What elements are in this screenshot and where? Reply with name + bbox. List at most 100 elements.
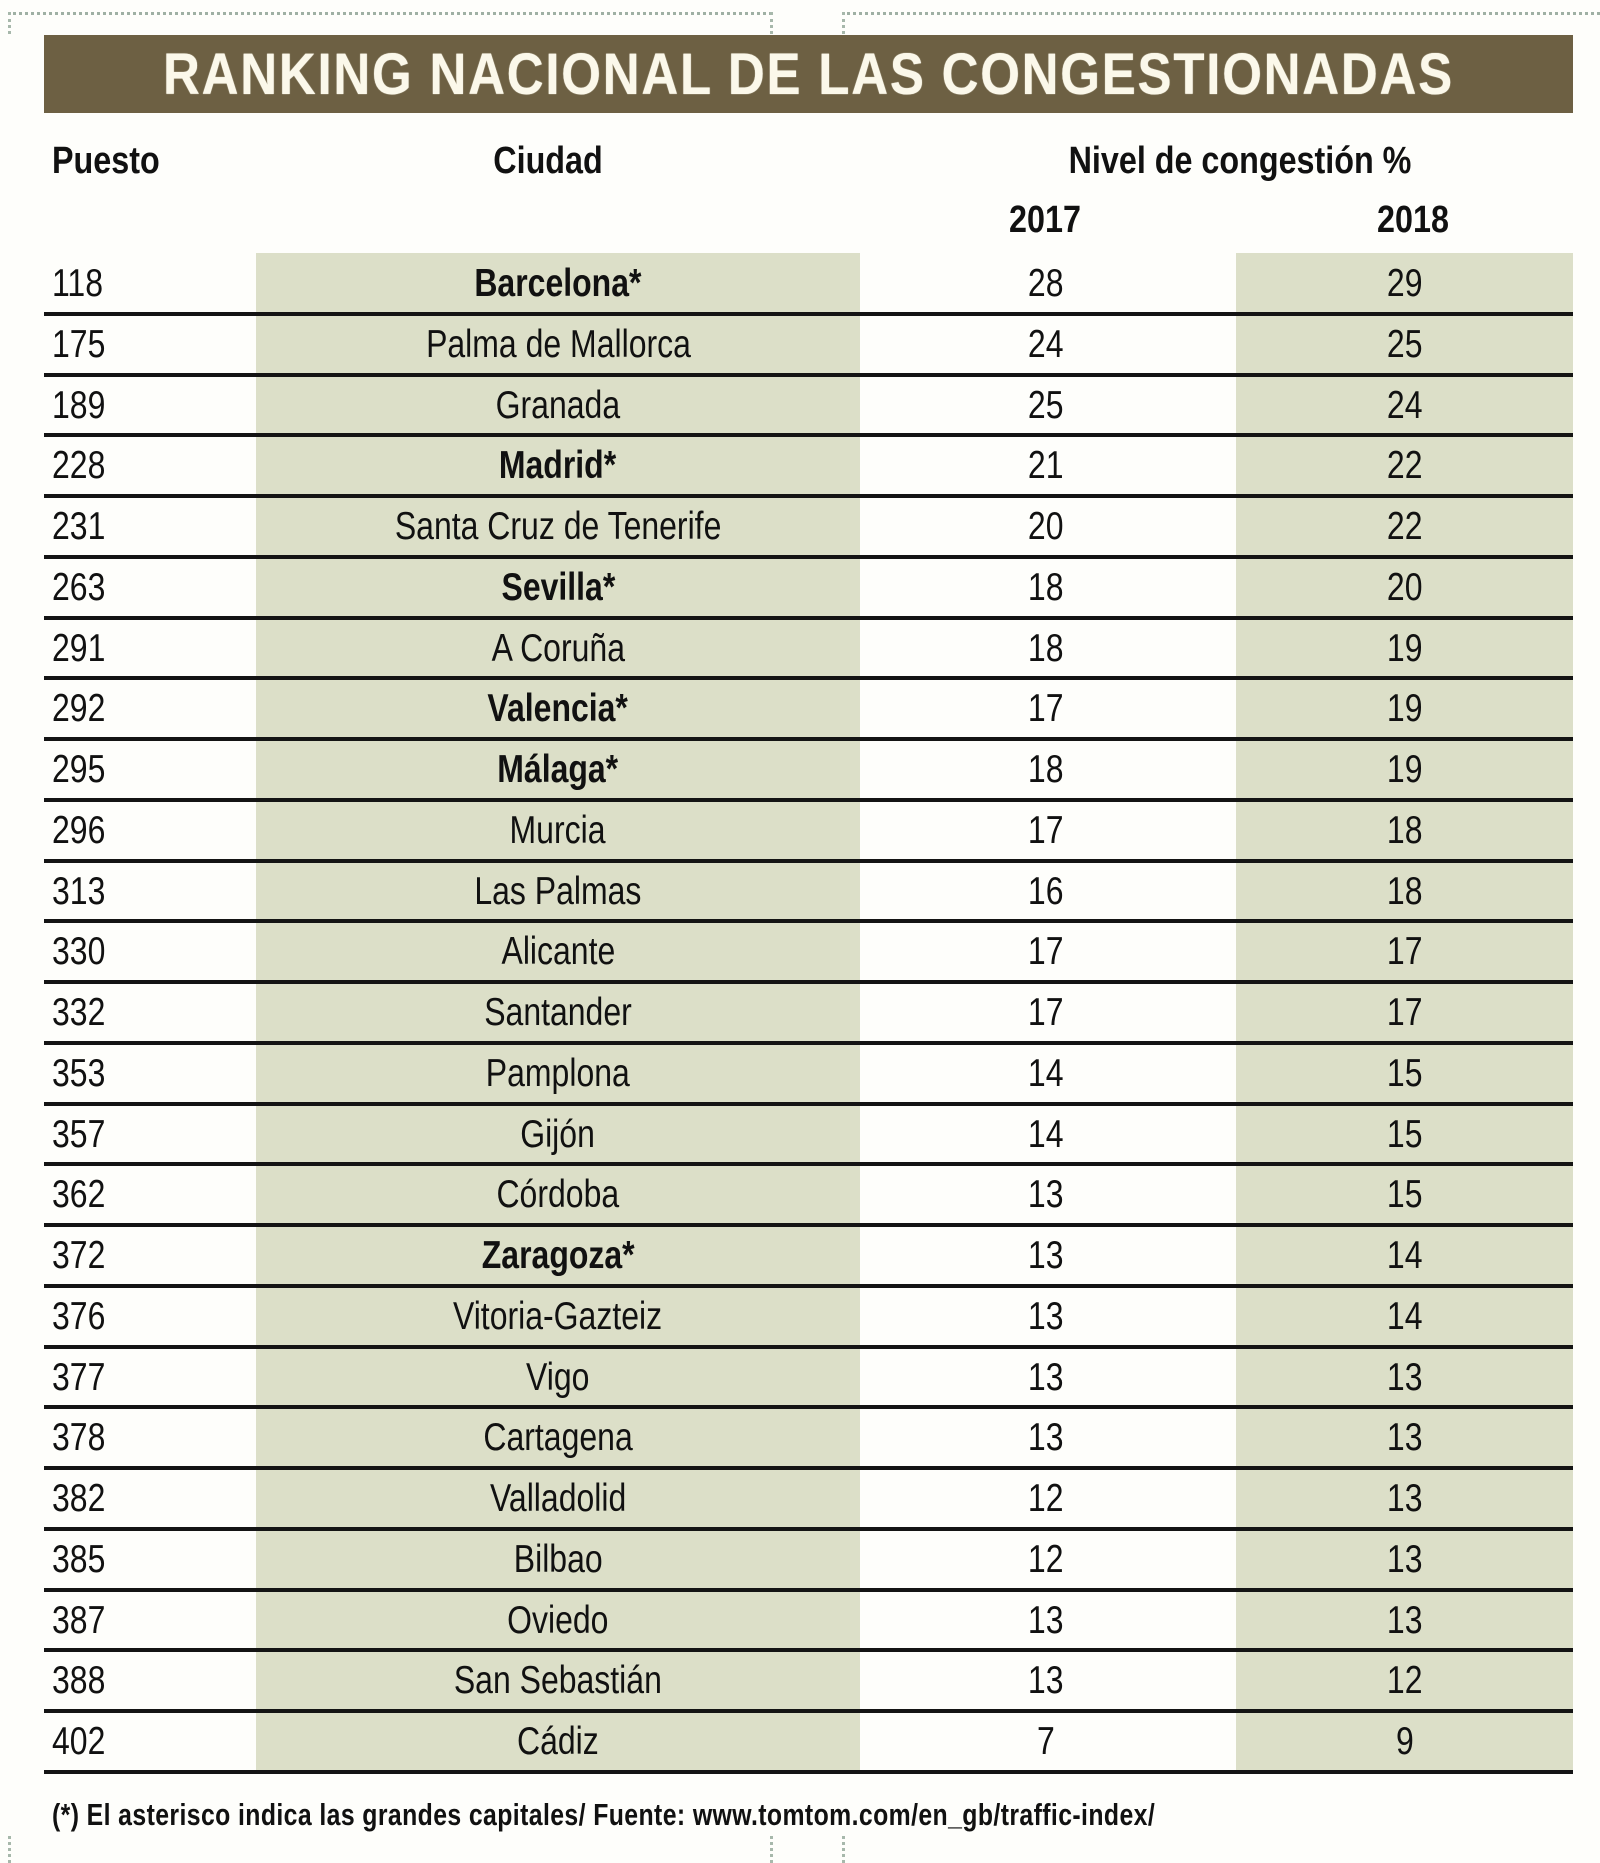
y2017-text: 28: [1027, 262, 1064, 305]
y2018-text: 15: [1386, 1051, 1423, 1095]
table-row: 263 Sevilla* 18 20: [44, 557, 1573, 618]
value-2018-cell: 17: [1236, 921, 1573, 981]
value-2017-cell: 12: [944, 1529, 1147, 1589]
y2018-text: 15: [1386, 1112, 1423, 1156]
table-row: 291 A Coruña 18 19: [44, 618, 1573, 679]
row-divider: [44, 1466, 1573, 1470]
value-2017-cell: 24: [944, 314, 1147, 374]
value-2017-cell: 21: [944, 435, 1147, 495]
rank-cell: 313: [52, 861, 172, 921]
rank-text: 189: [52, 383, 106, 427]
row-divider: [44, 372, 1573, 377]
city-cell: Valladolid: [256, 1468, 860, 1528]
y2018-text: 22: [1386, 505, 1423, 548]
city-text: Santa Cruz de Tenerife: [394, 505, 722, 548]
value-2017-cell: 13: [944, 1225, 1147, 1285]
value-2017-cell: 13: [944, 1164, 1147, 1224]
city-text: Oviedo: [507, 1598, 609, 1642]
row-divider: [44, 1283, 1573, 1288]
row-divider: [44, 1769, 1573, 1774]
rank-cell: 292: [52, 678, 172, 738]
rank-cell: 388: [52, 1650, 172, 1710]
city-cell: Bilbao: [256, 1529, 860, 1589]
table-row: 295 Málaga* 18 19: [44, 739, 1573, 800]
table-row: 175 Palma de Mallorca 24 25: [44, 314, 1573, 375]
value-2018-cell: 24: [1236, 375, 1573, 435]
table-row: 382 Valladolid 12 13: [44, 1468, 1573, 1529]
city-text: Cartagena: [483, 1416, 633, 1460]
city-text: Granada: [495, 383, 621, 427]
y2018-text: 19: [1386, 626, 1423, 670]
value-2017-cell: 18: [944, 557, 1147, 617]
table-row: 388 San Sebastián 13 12: [44, 1650, 1573, 1711]
table-row: 362 Córdoba 13 15: [44, 1164, 1573, 1225]
guide-tick: [8, 12, 11, 34]
rank-text: 313: [52, 869, 106, 913]
y2017-text: 21: [1027, 444, 1064, 488]
city-text: Gijón: [520, 1112, 596, 1156]
y2018-text: 25: [1386, 322, 1423, 366]
value-2018-cell: 18: [1236, 800, 1573, 860]
rank-cell: 118: [52, 253, 172, 313]
table-row: 330 Alicante 17 17: [44, 921, 1573, 982]
footnote-source: (*) El asterisco indica las grandes capi…: [52, 1797, 1156, 1832]
value-2017-cell: 18: [944, 618, 1147, 678]
row-divider: [44, 797, 1573, 802]
row-divider: [44, 1709, 1573, 1713]
table-row: 118 Barcelona* 28 29: [44, 253, 1573, 314]
table-row: 228 Madrid* 21 22: [44, 435, 1573, 496]
y2017-text: 18: [1027, 565, 1064, 609]
city-cell: Vigo: [256, 1347, 860, 1407]
value-2017-cell: 16: [944, 861, 1147, 921]
table-row: 292 Valencia* 17 19: [44, 678, 1573, 739]
city-cell: Córdoba: [256, 1164, 860, 1224]
value-2018-cell: 13: [1236, 1347, 1573, 1407]
header-2017: 2017: [1009, 199, 1081, 241]
y2018-text: 29: [1386, 262, 1423, 305]
value-2017-cell: 13: [944, 1407, 1147, 1467]
table-row: 231 Santa Cruz de Tenerife 20 22: [44, 496, 1573, 557]
rank-cell: 231: [52, 496, 172, 556]
y2018-text: 20: [1386, 565, 1423, 609]
y2018-text: 13: [1386, 1416, 1423, 1460]
rank-text: 382: [52, 1477, 106, 1520]
value-2018-cell: 15: [1236, 1164, 1573, 1224]
value-2018-cell: 13: [1236, 1590, 1573, 1650]
city-text: Cádiz: [517, 1720, 599, 1763]
rank-text: 362: [52, 1173, 106, 1217]
rank-text: 402: [52, 1720, 106, 1763]
value-2018-cell: 20: [1236, 557, 1573, 617]
row-divider: [44, 858, 1573, 863]
city-text: Sevilla*: [501, 565, 615, 609]
top-guide-left: [8, 12, 772, 15]
row-divider: [44, 311, 1573, 316]
rank-cell: 189: [52, 375, 172, 435]
rank-text: 378: [52, 1416, 106, 1460]
rank-text: 353: [52, 1051, 106, 1095]
city-text: Pamplona: [485, 1051, 631, 1095]
table-row: 357 Gijón 14 15: [44, 1104, 1573, 1165]
city-text: A Coruña: [491, 626, 625, 670]
rank-cell: 372: [52, 1225, 172, 1285]
table-row: 313 Las Palmas 16 18: [44, 861, 1573, 922]
guide-tick: [770, 12, 773, 34]
top-guide-right: [842, 12, 1600, 15]
rank-cell: 402: [52, 1711, 172, 1771]
y2018-text: 22: [1386, 444, 1423, 488]
y2017-text: 20: [1027, 505, 1064, 548]
row-divider: [44, 615, 1573, 620]
y2018-text: 19: [1386, 687, 1423, 731]
rank-text: 330: [52, 930, 106, 974]
rank-text: 377: [52, 1355, 106, 1399]
rank-text: 296: [52, 808, 106, 852]
y2017-text: 13: [1027, 1598, 1064, 1642]
value-2017-cell: 28: [944, 253, 1147, 313]
value-2018-cell: 12: [1236, 1650, 1573, 1710]
rank-text: 385: [52, 1537, 106, 1581]
year2018-column-shade: [1236, 253, 1573, 1772]
rank-cell: 263: [52, 557, 172, 617]
title-banner: RANKING NACIONAL DE LAS CONGESTIONADAS: [44, 35, 1573, 113]
rank-text: 357: [52, 1112, 106, 1156]
table-row: 296 Murcia 17 18: [44, 800, 1573, 861]
city-cell: Alicante: [256, 921, 860, 981]
